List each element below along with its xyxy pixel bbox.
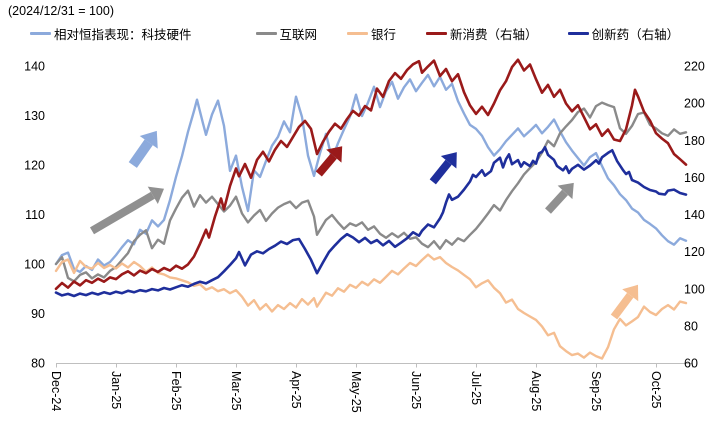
y-axis-right-label: 220 bbox=[684, 60, 705, 74]
y-axis-left-label: 100 bbox=[24, 258, 45, 272]
x-axis-label: Mar-25 bbox=[229, 371, 243, 411]
trend-arrow-red-may-head bbox=[326, 146, 343, 163]
y-axis-left-label: 140 bbox=[24, 60, 45, 74]
trend-arrow-peach-sep-shaft bbox=[610, 292, 634, 320]
y-axis-right-label: 120 bbox=[684, 245, 705, 259]
legend-item-internet: 互联网 bbox=[255, 24, 318, 43]
series-line-banks bbox=[54, 253, 688, 360]
legend-label-tech: 相对恒指表现：科技硬件 bbox=[54, 28, 192, 42]
y-axis-right-label: 160 bbox=[684, 171, 705, 185]
trend-arrow-red-may-shaft bbox=[315, 153, 337, 177]
y-axis-right-label: 80 bbox=[684, 319, 698, 333]
trend-arrow-navy-jun-head bbox=[440, 152, 457, 169]
trend-arrow-gray-aug-shaft bbox=[545, 189, 568, 214]
trend-arrow-gray-aug-head bbox=[557, 182, 574, 200]
series-line-new_consumer bbox=[54, 58, 688, 291]
trend-arrow-blue-feb-shaft bbox=[128, 139, 153, 168]
legend-swatch-banks-icon bbox=[347, 32, 369, 35]
x-axis-label: Aug-25 bbox=[529, 371, 543, 411]
legend: 相对恒指表现：科技硬件 互联网 银行 新消费（右轴） 创新药（右轴） bbox=[30, 24, 679, 43]
series-line-tech bbox=[54, 73, 688, 274]
legend-swatch-new-consumer-icon bbox=[426, 32, 448, 35]
legend-item-innovative-drugs: 创新药（右轴） bbox=[567, 24, 680, 43]
x-axis-label: Jul-25 bbox=[469, 371, 483, 405]
legend-swatch-tech-icon bbox=[30, 32, 51, 35]
legend-label-innovative-drugs: 创新药（右轴） bbox=[591, 28, 680, 42]
legend-swatch-innovative-drugs-icon bbox=[567, 32, 589, 35]
trend-arrow-gray-jan-shaft bbox=[89, 191, 155, 235]
x-axis-label: Dec-24 bbox=[49, 371, 63, 411]
x-axis-label: Apr-25 bbox=[289, 371, 303, 409]
legend-item-tech: 相对恒指表现：科技硬件 bbox=[30, 24, 192, 43]
legend-item-new-consumer: 新消费（右轴） bbox=[426, 24, 538, 43]
trend-arrow-peach-sep-head bbox=[622, 284, 639, 302]
y-axis-right-label: 180 bbox=[684, 134, 705, 148]
series-line-innovative_drugs bbox=[54, 146, 688, 298]
x-axis-label: May-25 bbox=[349, 371, 363, 413]
y-axis-right-label: 100 bbox=[684, 282, 705, 296]
x-axis-label: Oct-25 bbox=[649, 371, 663, 409]
index-base-note: (2024/12/31 = 100) bbox=[8, 4, 114, 18]
y-axis-right-label: 200 bbox=[684, 97, 705, 111]
y-axis-left-label: 120 bbox=[24, 159, 45, 173]
trend-arrow-navy-jun-shaft bbox=[429, 159, 452, 185]
y-axis-right-label: 140 bbox=[684, 208, 705, 222]
legend-swatch-internet-icon bbox=[255, 32, 277, 35]
trend-arrow-blue-feb-head bbox=[139, 130, 158, 149]
x-axis-label: Sep-25 bbox=[589, 371, 603, 411]
y-axis-left-label: 110 bbox=[25, 208, 45, 222]
legend-label-internet: 互联网 bbox=[279, 28, 318, 42]
y-axis-left-label: 130 bbox=[24, 109, 45, 123]
legend-label-new-consumer: 新消费（右轴） bbox=[450, 28, 538, 42]
legend-label-banks: 银行 bbox=[371, 28, 397, 42]
x-axis-label: Jun-25 bbox=[409, 371, 423, 409]
legend-item-banks: 银行 bbox=[347, 24, 396, 43]
y-axis-right-label: 60 bbox=[684, 357, 698, 371]
x-axis-label: Jan-25 bbox=[109, 371, 123, 409]
y-axis-left-label: 80 bbox=[31, 357, 45, 371]
trend-arrow-gray-jan-head bbox=[147, 186, 164, 204]
y-axis-left-label: 90 bbox=[31, 307, 45, 321]
x-axis-label: Feb-25 bbox=[169, 371, 183, 411]
